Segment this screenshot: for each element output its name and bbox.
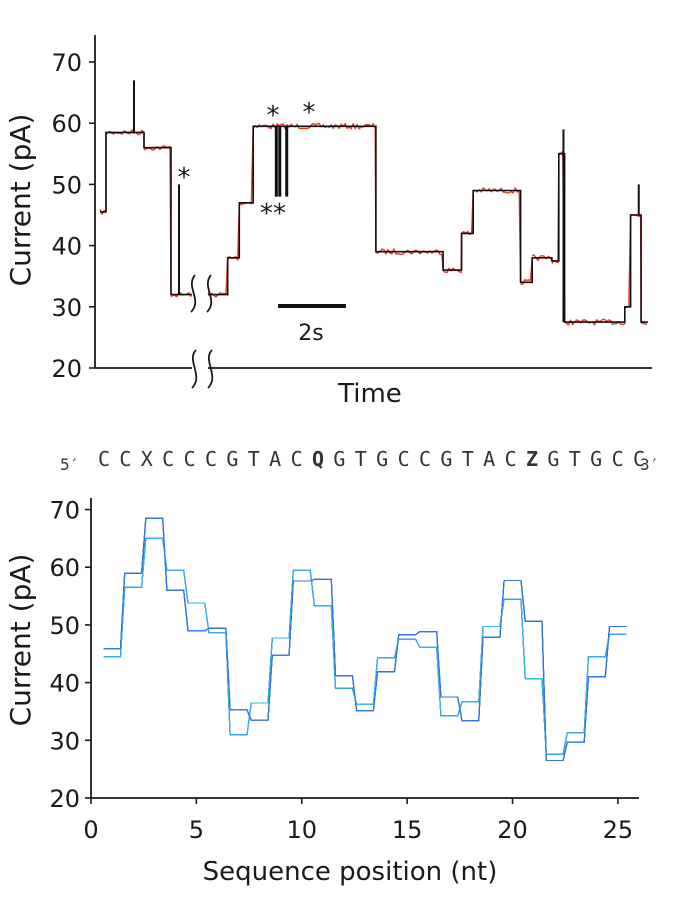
fitted-level-trace [100,125,648,323]
sequence-base: A [269,447,281,471]
bottom-x-tick-label: 15 [392,816,423,844]
sequence-base: C [612,447,624,471]
bottom-x-tick-label: 25 [603,816,634,844]
axis-break-marker [191,349,214,389]
sequence-base: C [119,447,131,471]
top-y-tick-label: 20 [51,355,82,383]
bottom-x-tick-label: 20 [497,816,528,844]
bottom-ticks: 20 30 40 50 60 70 0 5 10 15 20 25 [49,497,633,844]
star-annotation: * [178,163,191,193]
top-traces [99,80,648,326]
star-annotation: * [303,98,316,128]
bottom-x-tick-label: 10 [286,816,317,844]
sequence-base: C [419,447,431,471]
sequence-base: G [376,447,388,471]
event-step-trace [103,537,627,755]
sequence-base: G [440,447,452,471]
event-step-trace [103,517,627,762]
sequence-base: G [226,447,238,471]
sequence-base: Z [526,447,538,471]
sequence-base: G [333,447,345,471]
event-step-trace [103,537,627,755]
sequence-base: C [505,447,517,471]
five-prime-label: 5′ [60,455,79,474]
sequence-base: C [291,447,303,471]
top-y-tick-label: 30 [51,294,82,322]
sequence-base: G [547,447,559,471]
top-y-tick-label: 60 [51,110,82,138]
sequence-base: A [483,447,495,471]
scale-bar-label: 2s [298,321,323,346]
sequence-base: G [590,447,602,471]
bottom-x-tick-label: 5 [189,816,204,844]
sequence-base: C [205,447,217,471]
event-step-trace [103,537,627,755]
event-step-trace [103,517,627,762]
sequence-base: C [98,447,110,471]
sequence-base: C [633,447,645,471]
bottom-y-tick-label: 30 [49,727,80,755]
bottom-x-tick-label: 0 [83,816,98,844]
sequence-base: Q [312,447,324,471]
sequence-base: T [569,447,581,471]
top-y-tick-label: 40 [51,233,82,261]
event-step-trace [103,517,627,762]
event-step-trace [103,517,627,762]
top-y-label: Current (pA) [4,114,37,287]
bottom-y-tick-label: 40 [49,670,80,698]
event-step-trace [103,537,627,755]
three-prime-label: 3′ [640,455,659,474]
event-step-trace [103,517,627,762]
event-step-trace [103,517,627,762]
event-step-trace [103,537,627,755]
bottom-y-tick-label: 50 [49,612,80,640]
sequence-base: C [162,447,174,471]
top-x-label: Time [337,379,402,409]
event-step-trace [103,537,627,755]
trace-break-marker [190,274,213,313]
star-annotation: * [267,101,280,131]
bottom-y-tick-label: 60 [49,554,80,582]
sequence-base: C [398,447,410,471]
bottom-y-tick-label: 20 [49,785,80,813]
top-y-tick-label: 70 [51,49,82,77]
top-y-tick-label: 50 [51,171,82,199]
sequence-base: C [184,447,196,471]
bottom-y-tick-label: 70 [49,497,80,525]
double-star-annotation: ** [260,199,286,229]
event-step-trace [103,537,627,755]
bottom-step-traces [103,517,627,762]
sequence-base: T [462,447,474,471]
sequence-base: T [248,447,260,471]
bottom-x-label: Sequence position (nt) [203,857,498,887]
top-chart: 20 30 40 50 60 70 2s * * * ** Current (pA) Ti… [4,35,652,409]
event-step-trace [103,517,627,762]
bottom-y-label: Current (pA) [4,554,37,727]
top-y-ticks: 20 30 40 50 60 70 [51,49,95,383]
sequence-base: X [141,447,153,471]
sequence-base: T [355,447,367,471]
